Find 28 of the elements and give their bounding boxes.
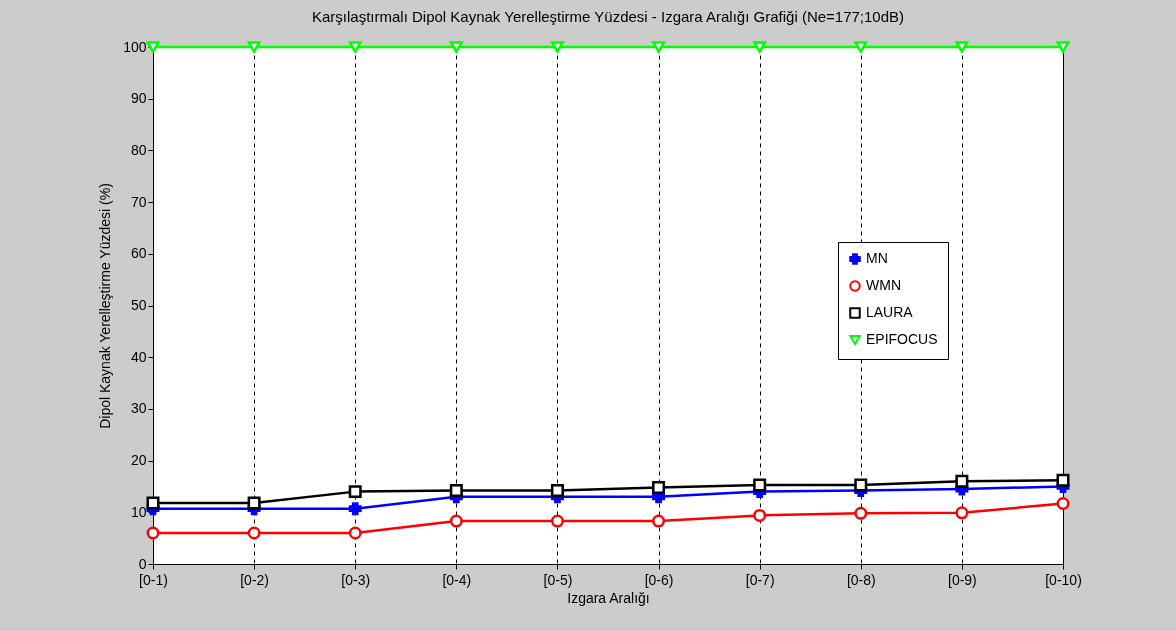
y-tick-label: 80 <box>130 141 147 158</box>
y-tick-label: 40 <box>130 348 147 365</box>
x-tick-label: [0-9) <box>947 571 977 588</box>
x-tick-label: [0-4) <box>442 571 472 588</box>
y-tick-label: 30 <box>130 400 147 417</box>
x-axis-title: Izgara Aralığı <box>567 589 650 606</box>
x-tick-label: [0-7) <box>745 571 775 588</box>
y-tick-label: 10 <box>130 503 147 520</box>
legend-label: MN <box>866 250 888 266</box>
y-tick-label: 60 <box>130 245 147 262</box>
y-tick-label: 0 <box>138 555 147 572</box>
y-tick-label: 90 <box>130 90 147 107</box>
legend-label: WMN <box>866 277 901 293</box>
x-tick-label: [0-8) <box>846 571 876 588</box>
x-tick-label: [0-1) <box>139 571 168 588</box>
x-tick-label: [0-5) <box>543 571 573 588</box>
y-tick-label: 20 <box>130 452 147 469</box>
legend-label: LAURA <box>866 304 914 320</box>
x-tick-label: [0-6) <box>644 571 674 588</box>
y-axis-title: Dipol Kaynak Yerelleştirme Yüzdesi (%) <box>97 183 114 429</box>
y-tick-label: 70 <box>130 193 147 210</box>
chart-title: Karşılaştırmalı Dipol Kaynak Yerelleştirme Yüzdesi - Izgara Aralığı Grafiği (Ne=177;10dB) <box>311 8 905 26</box>
x-tick-label: [0-3) <box>341 571 371 588</box>
x-tick-label: [0-10) <box>1045 571 1082 588</box>
legend-label: EPIFOCUS <box>866 331 938 347</box>
y-tick-label: 100 <box>123 38 147 55</box>
y-tick-label: 50 <box>130 297 147 313</box>
x-tick-label: [0-2) <box>240 571 270 588</box>
